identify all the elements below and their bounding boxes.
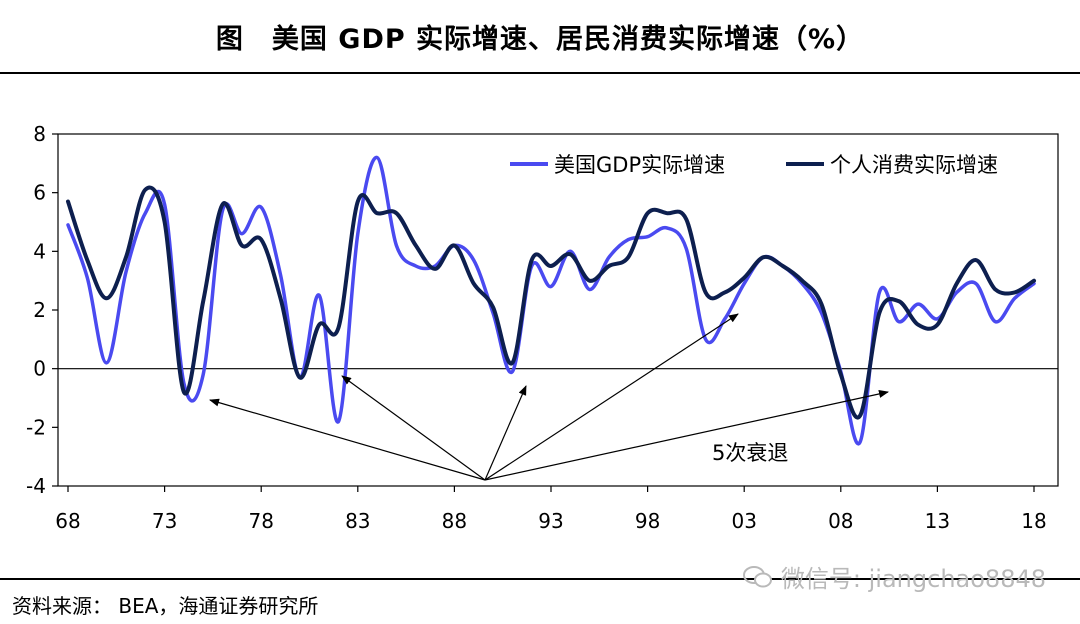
recession-arrow <box>484 313 739 481</box>
recession-arrow <box>209 398 486 481</box>
x-tick-label: 93 <box>538 509 563 533</box>
source-rule <box>0 578 1080 580</box>
recession-arrow <box>484 385 527 481</box>
watermark-text: 微信号: jiangchao8848 <box>780 565 1046 593</box>
x-tick-label: 03 <box>731 509 756 533</box>
x-tick-label: 73 <box>152 509 177 533</box>
chart-title: 图 美国 GDP 实际增速、居民消费实际增速（%） <box>215 23 865 55</box>
series-group <box>66 155 1036 446</box>
watermark: 微信号: jiangchao8848 <box>742 559 1046 594</box>
source-note: 资料来源： BEA，海通证券研究所 <box>12 594 319 618</box>
y-tick-label: 8 <box>33 122 46 146</box>
legend: 美国GDP实际增速 个人消费实际增速 <box>510 153 998 177</box>
y-tick-label: -2 <box>26 415 46 439</box>
x-tick-label: 13 <box>925 509 950 533</box>
line-chart: 8 6 4 2 0 -2 -4 68 73 78 83 88 93 98 03 08 13 18 5次衰退 美国… <box>26 122 1059 533</box>
x-tick-label: 08 <box>828 509 853 533</box>
recession-arrow <box>341 375 486 481</box>
x-tick-label: 98 <box>635 509 660 533</box>
y-tick-label: 6 <box>33 181 46 205</box>
series-consumption-line <box>66 185 1036 420</box>
legend-label-gdp: 美国GDP实际增速 <box>554 153 725 177</box>
y-tick-label: -4 <box>26 474 46 498</box>
y-tick-label: 2 <box>33 298 46 322</box>
x-tick-label: 68 <box>55 509 80 533</box>
y-axis: 8 6 4 2 0 -2 -4 <box>26 122 58 498</box>
y-tick-label: 0 <box>33 357 46 381</box>
legend-label-consumption: 个人消费实际增速 <box>830 153 998 177</box>
y-tick-label: 4 <box>33 239 46 263</box>
recession-arrow <box>484 390 889 481</box>
recession-arrows <box>209 313 889 481</box>
wechat-icon <box>742 565 772 587</box>
x-tick-label: 18 <box>1021 509 1046 533</box>
x-tick-label: 83 <box>345 509 370 533</box>
x-tick-label: 78 <box>248 509 273 533</box>
x-axis: 68 73 78 83 88 93 98 03 08 13 18 <box>55 486 1047 533</box>
x-tick-label: 88 <box>442 509 467 533</box>
annotation-recessions: 5次衰退 <box>712 441 788 465</box>
title-rule <box>0 72 1080 74</box>
